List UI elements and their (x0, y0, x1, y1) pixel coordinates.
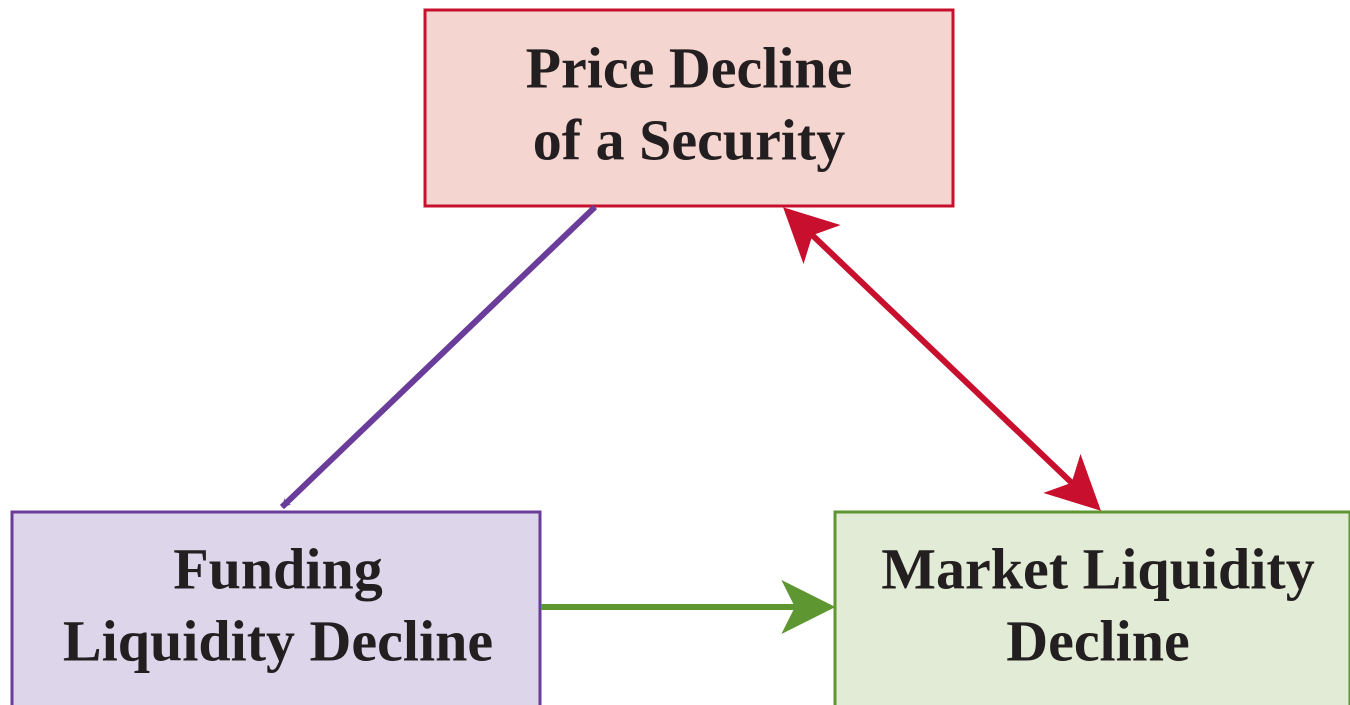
node-box (833, 510, 1350, 705)
node-label: Liquidity Decline (63, 608, 493, 673)
node-box (10, 510, 542, 705)
node-box (423, 8, 955, 208)
node-label: Market Liquidity (881, 536, 1314, 601)
arrow (783, 207, 1101, 511)
node-label: Funding (173, 536, 383, 601)
node-label: of a Security (533, 107, 846, 172)
node-label: Price Decline (526, 35, 853, 100)
node-label: Decline (1006, 608, 1190, 673)
arrow (279, 204, 598, 510)
